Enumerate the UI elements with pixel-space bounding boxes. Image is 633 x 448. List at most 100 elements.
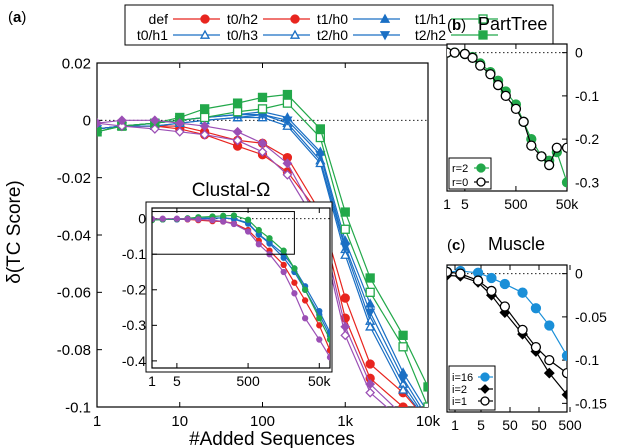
panel-inset-data-point xyxy=(316,322,323,329)
panel-c-data-point xyxy=(486,272,497,284)
panel-a-ytick-label: -0.04 xyxy=(57,227,91,244)
panel-a-data-point xyxy=(149,115,160,126)
panel-inset-xtick-label: 50k xyxy=(308,373,332,389)
legend-c-marker xyxy=(480,384,490,394)
panel-a-data-point xyxy=(365,287,375,297)
panel-a-xtick-label: 10k xyxy=(416,413,441,430)
panel-a-data-point xyxy=(424,432,432,440)
panel-a-data-point xyxy=(257,104,268,114)
panel-c-data-point xyxy=(530,303,542,314)
panel-a-data-point xyxy=(423,382,428,392)
panel-a-data-point xyxy=(257,92,268,103)
panel-a-data-point xyxy=(365,298,376,308)
panel-inset-ytick-label: -0.3 xyxy=(122,317,146,333)
panel-a-data-point xyxy=(282,158,293,169)
panel-b-data-point xyxy=(561,177,567,188)
panel-inset-data-point xyxy=(220,218,227,225)
legend-a-label: t2/h0 xyxy=(317,27,348,43)
legend-c-label: i=16 xyxy=(452,372,473,384)
panel-c-series-group xyxy=(447,265,567,401)
legend-a-marker xyxy=(200,14,210,24)
panel-b-xtick-label: 50k xyxy=(556,196,580,212)
panel-a-xtick-label: 100 xyxy=(250,413,275,430)
panel-b-data-point xyxy=(518,116,529,127)
panel-c-data-point xyxy=(472,275,484,286)
panel-a-xlabel: #Added Sequences xyxy=(189,429,355,448)
panel-a-data-point xyxy=(200,112,210,123)
panel-a-data-point xyxy=(340,242,351,252)
panel-a-data-point xyxy=(398,330,408,340)
panel-inset-data-point xyxy=(316,336,323,343)
panel-inset-ytick-label: -0.1 xyxy=(122,246,146,262)
panel-b-data-point xyxy=(449,47,460,58)
legend-a-marker xyxy=(199,29,211,39)
panel-a-data-point xyxy=(340,321,351,332)
panel-c-data-point xyxy=(517,287,528,298)
panel-c-data-point xyxy=(561,350,567,361)
panel-a-ytick-label: 0 xyxy=(83,113,91,130)
panel-inset-series-line xyxy=(152,218,330,358)
panel-b-data-point xyxy=(510,103,522,115)
panel-b-data-point xyxy=(544,159,555,171)
panel-inset-ytick-label: 0 xyxy=(138,211,146,227)
panel-inset-data-point xyxy=(230,212,238,219)
panel-a-data-point xyxy=(174,118,185,129)
panel-inset-data-point xyxy=(209,216,216,224)
panel-a-data-point xyxy=(399,417,407,425)
panel-inset-data-point xyxy=(291,279,298,286)
panel-c-ytick-label: -0.15 xyxy=(575,395,607,411)
panel-inset-data-point xyxy=(244,216,252,223)
panel-a-data-point xyxy=(365,379,376,389)
panel-a-data-point xyxy=(423,402,428,407)
panel-a-data-point xyxy=(97,127,102,137)
panel-b-ytick-label: -0.2 xyxy=(575,131,599,147)
panel-a-data-point xyxy=(365,359,375,369)
panel-inset-xtick-label: 500 xyxy=(236,373,260,389)
legend-a-marker xyxy=(478,14,488,24)
panel-inset-data-point xyxy=(159,215,166,222)
inset-zoom-box xyxy=(151,211,295,255)
panel-a-data-point xyxy=(397,384,409,394)
panel-b-label: (b) xyxy=(447,17,466,34)
legend-b-box xyxy=(448,157,492,190)
panel-a-data-point xyxy=(282,89,293,100)
panel-a-data-point xyxy=(398,342,408,352)
inset-title: Clustal-Ω xyxy=(192,180,271,201)
legend-a-label: t0/h3 xyxy=(227,27,258,43)
panel-a-data-point xyxy=(424,432,432,440)
legend-a-label: t0/h1 xyxy=(137,27,168,43)
panel-c-xtick-label: 5 xyxy=(477,417,485,433)
legend-c-label: i=2 xyxy=(452,384,467,396)
panel-a-data-point xyxy=(282,98,293,108)
panel-inset-data-point xyxy=(230,220,238,228)
panel-a-data-point xyxy=(116,121,127,131)
legend-b-marker xyxy=(476,177,486,187)
panel-a-data-point xyxy=(340,224,350,234)
panel-c-data-point xyxy=(544,320,555,331)
panel-b-data-point xyxy=(551,142,562,153)
panel-c-data-point xyxy=(517,324,528,336)
panel-c-legend: i=16i=2i=1 xyxy=(448,365,496,411)
legend-c-marker xyxy=(480,372,490,382)
panel-inset-series-group xyxy=(152,212,330,361)
panel-a-data-point xyxy=(340,249,351,259)
panel-a-data-point xyxy=(199,129,210,140)
panel-inset-data-point xyxy=(326,336,330,343)
panel-inset-data-point xyxy=(173,215,181,222)
panel-a-data-point xyxy=(399,412,407,420)
panel-inset-data-point xyxy=(326,354,330,361)
panel-c-data-point xyxy=(499,301,510,312)
panel-inset-data-point xyxy=(255,241,262,248)
panel-c-title: Muscle xyxy=(488,234,545,254)
panel-c-data-point xyxy=(530,341,542,353)
legend-b-label: r=0 xyxy=(452,177,468,189)
legend-b-marker xyxy=(476,163,486,173)
panel-a-data-point xyxy=(315,124,325,134)
panel-a-data-point xyxy=(398,402,408,407)
panel-a-ylabel: δ(TC Score) xyxy=(4,180,25,283)
legend-a-marker xyxy=(478,30,488,40)
panel-inset-data-point xyxy=(301,286,309,293)
panel-b-data-point xyxy=(526,140,537,151)
